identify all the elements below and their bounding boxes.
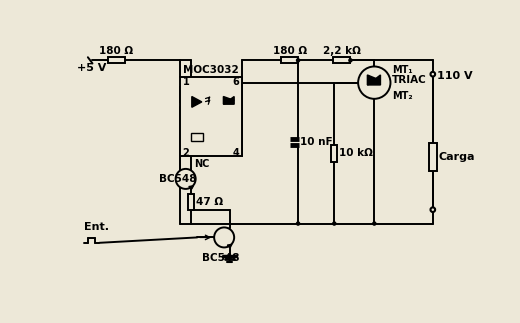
Polygon shape bbox=[367, 75, 381, 85]
Circle shape bbox=[349, 59, 352, 62]
Bar bbox=[429, 143, 437, 171]
Text: 180 Ω: 180 Ω bbox=[99, 46, 134, 56]
Text: Carga: Carga bbox=[438, 152, 475, 162]
Circle shape bbox=[431, 207, 435, 212]
Text: 180 Ω: 180 Ω bbox=[272, 46, 307, 56]
Bar bbox=[333, 57, 350, 63]
Circle shape bbox=[358, 67, 391, 99]
Circle shape bbox=[214, 227, 234, 247]
Polygon shape bbox=[192, 97, 202, 107]
Bar bbox=[281, 57, 298, 63]
Text: NC: NC bbox=[194, 159, 210, 169]
Text: 10 nF: 10 nF bbox=[301, 137, 333, 147]
Polygon shape bbox=[224, 97, 234, 104]
Text: 110 V: 110 V bbox=[437, 71, 472, 81]
Bar bbox=[188, 194, 194, 210]
Text: MT₂: MT₂ bbox=[392, 91, 413, 101]
Bar bbox=[297, 140, 300, 144]
Polygon shape bbox=[189, 186, 193, 189]
Circle shape bbox=[333, 222, 336, 225]
Polygon shape bbox=[227, 245, 232, 247]
Text: MT₁: MT₁ bbox=[392, 65, 413, 75]
Text: MOC3032: MOC3032 bbox=[183, 65, 239, 75]
Text: BC548: BC548 bbox=[202, 253, 239, 263]
Circle shape bbox=[296, 222, 300, 225]
Text: 47 Ω: 47 Ω bbox=[196, 197, 223, 207]
Text: 2: 2 bbox=[183, 148, 189, 158]
Text: Ent.: Ent. bbox=[84, 222, 109, 232]
Polygon shape bbox=[224, 97, 234, 104]
Bar bbox=[331, 145, 337, 162]
Text: 1: 1 bbox=[183, 77, 189, 87]
Text: 6: 6 bbox=[233, 77, 240, 87]
Circle shape bbox=[373, 222, 376, 225]
Bar bbox=[180, 77, 242, 156]
Polygon shape bbox=[367, 75, 381, 85]
Text: 10 kΩ: 10 kΩ bbox=[339, 149, 373, 159]
Circle shape bbox=[296, 59, 300, 62]
Circle shape bbox=[176, 169, 196, 189]
Text: BC548: BC548 bbox=[159, 174, 196, 184]
Text: 2,2 kΩ: 2,2 kΩ bbox=[323, 46, 361, 56]
Circle shape bbox=[431, 72, 435, 77]
Bar bbox=[108, 57, 125, 63]
Text: 4: 4 bbox=[233, 148, 240, 158]
Text: +5 V: +5 V bbox=[77, 63, 107, 73]
Bar bbox=[191, 133, 203, 141]
Text: TRIAC: TRIAC bbox=[392, 75, 427, 85]
